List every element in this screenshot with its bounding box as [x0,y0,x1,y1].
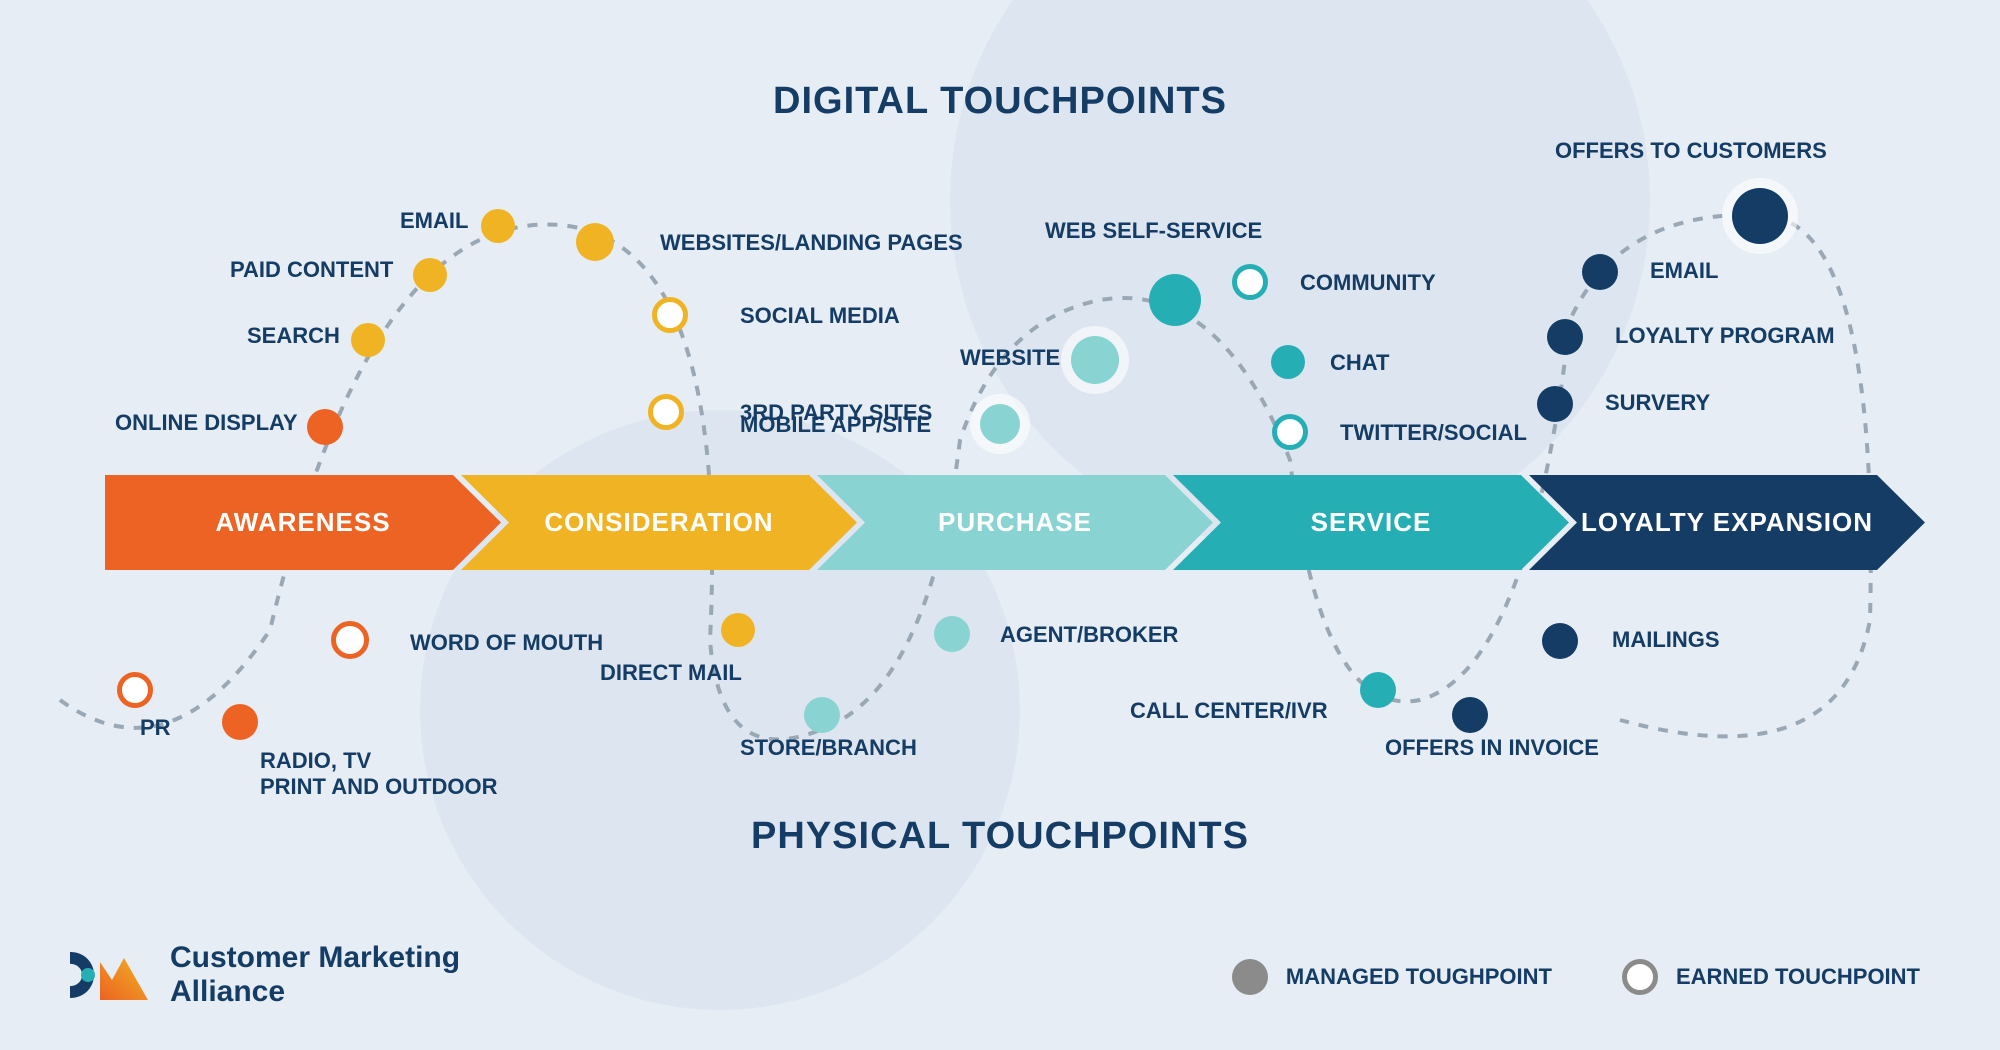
touchpoint-label: WEBSITES/LANDING PAGES [660,230,963,256]
touchpoint-label: OFFERS TO CUSTOMERS [1555,138,1827,164]
touchpoint-label: CALL CENTER/IVR [1130,698,1328,724]
brand-line2: Alliance [170,975,460,1010]
touchpoint-label: MAILINGS [1612,627,1720,653]
touchpoint-dot [331,621,369,659]
stage-label: PURCHASE [938,507,1092,538]
touchpoint-dot [1582,254,1618,290]
touchpoint-label: CHAT [1330,350,1389,376]
touchpoint-label: LOYALTY PROGRAM [1615,323,1835,349]
touchpoint-dot [1149,274,1201,326]
touchpoint-dot [1547,319,1583,355]
touchpoint-dot [222,704,258,740]
stage-label: CONSIDERATION [544,507,773,538]
touchpoint-dot [1542,623,1578,659]
touchpoint-dot [1537,386,1573,422]
stage-purchase: PURCHASE [817,475,1213,570]
touchpoint-label: MOBILE APP/SITE [740,412,931,438]
touchpoint-dot [481,209,515,243]
touchpoint-label: WEBSITE [960,345,1060,371]
touchpoint-label: SOCIAL MEDIA [740,303,900,329]
touchpoint-label: STORE/BRANCH [740,735,917,761]
touchpoint-dot [721,613,755,647]
legend-managed: MANAGED TOUGHPOINT [1232,959,1552,995]
brand-logo: Customer Marketing Alliance [70,940,460,1010]
touchpoint-dot [648,394,684,430]
touchpoint-label: WEB SELF-SERVICE [1045,218,1262,244]
brand-line1: Customer Marketing [170,941,460,976]
touchpoint-dot [1272,414,1308,450]
touchpoint-label: PR [140,715,171,741]
touchpoint-label: WORD OF MOUTH [410,630,603,656]
touchpoint-dot [980,404,1020,444]
touchpoint-dot [307,409,343,445]
touchpoint-dot [413,258,447,292]
legend-earned: EARNED TOUCHPOINT [1622,959,1920,995]
touchpoint-dot [804,697,840,733]
managed-dot-icon [1232,959,1268,995]
stage-loyalty: LOYALTY EXPANSION [1529,475,1925,570]
touchpoint-dot [351,323,385,357]
touchpoint-dot [1360,672,1396,708]
title-digital: DIGITAL TOUCHPOINTS [0,80,2000,123]
touchpoint-dot [1071,336,1119,384]
stage-consideration: CONSIDERATION [461,475,857,570]
touchpoint-label: RADIO, TV PRINT AND OUTDOOR [260,748,498,801]
stage-label: SERVICE [1311,507,1432,538]
touchpoint-label: DIRECT MAIL [600,660,742,686]
touchpoint-label: EMAIL [400,208,468,234]
stage-label: LOYALTY EXPANSION [1581,507,1873,538]
touchpoint-dot [1732,188,1788,244]
legend: MANAGED TOUGHPOINT EARNED TOUCHPOINT [1232,959,1920,995]
stage-awareness: AWARENESS [105,475,501,570]
stage-service: SERVICE [1173,475,1569,570]
touchpoint-dot [117,672,153,708]
touchpoint-dot [576,223,614,261]
touchpoint-label: ONLINE DISPLAY [115,410,298,436]
touchpoint-label: COMMUNITY [1300,270,1436,296]
earned-dot-icon [1622,959,1658,995]
touchpoint-dot [1452,697,1488,733]
touchpoint-dot [934,616,970,652]
touchpoint-label: PAID CONTENT [230,257,393,283]
touchpoint-label: OFFERS IN INVOICE [1385,735,1599,761]
touchpoint-label: SURVERY [1605,390,1710,416]
title-physical: PHYSICAL TOUCHPOINTS [0,815,2000,858]
touchpoint-dot [1232,264,1268,300]
touchpoint-label: SEARCH [247,323,340,349]
touchpoint-label: TWITTER/SOCIAL [1340,420,1527,446]
touchpoint-label: EMAIL [1650,258,1718,284]
touchpoint-dot [1271,345,1305,379]
touchpoint-dot [652,297,688,333]
journey-stages: AWARENESS CONSIDERATION PURCHASE SERVICE LOY… [105,475,1925,570]
stage-label: AWARENESS [215,507,390,538]
touchpoint-label: AGENT/BROKER [1000,622,1178,648]
